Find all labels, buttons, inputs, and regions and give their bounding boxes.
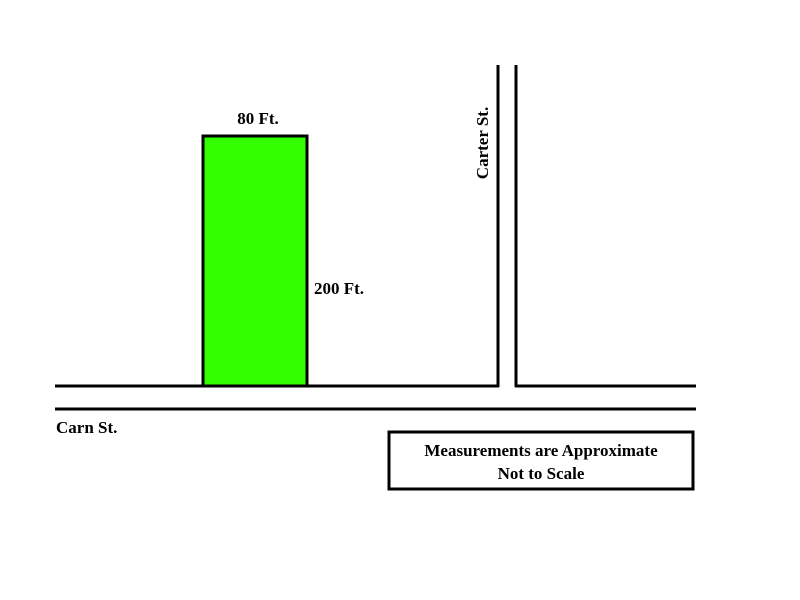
- note-box: [387, 430, 695, 491]
- lot: [201, 134, 309, 388]
- lot-width-label: 80 Ft.: [237, 109, 279, 128]
- vertical-street-label: Carter St.: [473, 107, 492, 179]
- lot-depth-label: 200 Ft.: [314, 279, 364, 298]
- note-line: Measurements are Approximate: [424, 441, 658, 460]
- horizontal-street-label: Carn St.: [56, 418, 117, 437]
- note-line: Not to Scale: [498, 464, 585, 483]
